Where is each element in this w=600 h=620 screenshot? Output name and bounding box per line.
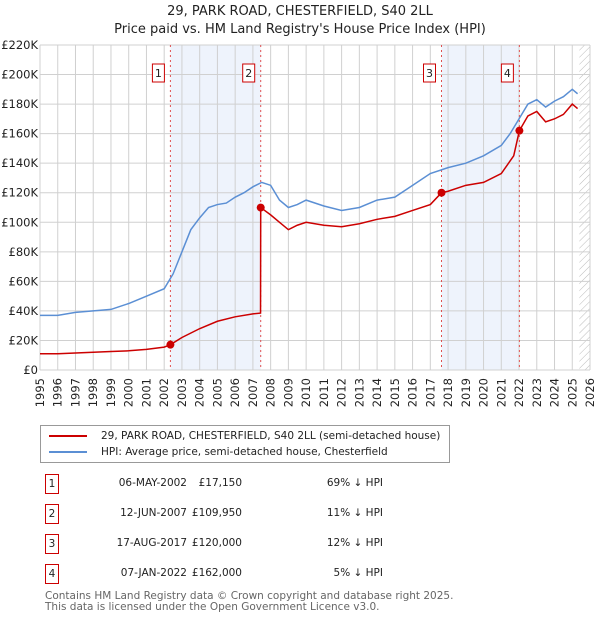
x-tick-label: 1995 (33, 378, 47, 407)
x-tick-label: 2021 (494, 378, 508, 407)
x-tick-label: 2004 (193, 378, 207, 407)
x-tick-label: 2017 (423, 378, 437, 407)
x-tick-label: 1999 (104, 378, 118, 407)
table-row: 2 12-JUN-2007 £109,950 11% ↓ HPI (45, 504, 405, 524)
x-tick-label: 2011 (317, 378, 331, 407)
x-tick-label: 2008 (264, 378, 278, 407)
x-tick-label: 2023 (530, 378, 544, 407)
x-tick-label: 2003 (175, 378, 189, 407)
sale-label: 2 (245, 67, 252, 80)
sale-label: 1 (155, 67, 162, 80)
x-tick-label: 2006 (228, 378, 242, 407)
y-tick-label: £160K (1, 127, 38, 141)
chart-title: 29, PARK ROAD, CHESTERFIELD, S40 2LL (167, 4, 433, 19)
y-tick-label: £100K (1, 215, 38, 229)
x-tick-label: 2013 (352, 378, 366, 407)
x-tick-label: 2025 (565, 378, 579, 407)
sale-date: 17-AUG-2017 (116, 537, 187, 549)
sale-date: 12-JUN-2007 (120, 507, 187, 519)
y-tick-label: £180K (1, 97, 38, 111)
y-tick-label: £0 (23, 363, 38, 377)
table-row: 4 07-JAN-2022 £162,000 5% ↓ HPI (45, 564, 405, 584)
y-tick-label: £220K (1, 38, 38, 52)
sale-date: 07-JAN-2022 (120, 567, 187, 579)
x-tick-label: 1996 (51, 378, 65, 407)
x-tick-label: 2007 (246, 378, 260, 407)
sale-number-badge: 2 (45, 504, 59, 524)
price-chart: 1995 1996 1997 1998 1999 2000 2001 2002 2003 2004… (1, 38, 597, 407)
sale-hpi-diff: 5% ↓ HPI (333, 567, 383, 579)
x-tick-label: 2026 (583, 378, 597, 407)
hpi-line (40, 88, 579, 317)
x-tick-label: 2002 (157, 378, 171, 407)
sale-price: £17,150 (198, 477, 242, 489)
y-tick-label: £20K (9, 333, 39, 347)
x-tick-label: 2012 (335, 378, 349, 407)
y-tick-label: £200K (1, 68, 38, 82)
x-tick-label: 2000 (122, 378, 136, 407)
x-tick-label: 1998 (86, 378, 100, 407)
sale-label: 4 (504, 67, 511, 80)
table-row: 1 06-MAY-2002 £17,150 69% ↓ HPI (45, 474, 405, 494)
shaded-period (170, 45, 261, 370)
x-tick-label: 2018 (441, 378, 455, 407)
sale-price: £109,950 (191, 507, 242, 519)
x-tick-label: 2001 (139, 378, 153, 407)
x-tick-label: 2024 (548, 378, 562, 407)
sale-label-box (500, 63, 514, 83)
x-tick-label: 2005 (210, 378, 224, 407)
shaded-period (441, 45, 520, 370)
sale-number-badge: 3 (45, 534, 59, 554)
x-tick-label: 2010 (299, 378, 313, 407)
x-tick-label: 2014 (370, 378, 384, 407)
sale-date: 06-MAY-2002 (118, 477, 187, 489)
sale-point (515, 126, 524, 135)
legend-label: 29, PARK ROAD, CHESTERFIELD, S40 2LL (se… (101, 430, 441, 442)
y-tick-label: £40K (9, 304, 39, 318)
x-tick-label: 2015 (388, 378, 402, 407)
x-tick-label: 2019 (459, 378, 473, 407)
chart-subtitle: Price paid vs. HM Land Registry's House … (114, 22, 486, 37)
y-tick-label: £80K (9, 245, 39, 259)
footer: Contains HM Land Registry data © Crown c… (45, 591, 453, 613)
x-tick-label: 1997 (68, 378, 82, 407)
table-row: 3 17-AUG-2017 £120,000 12% ↓ HPI (45, 534, 405, 554)
sale-point (437, 188, 446, 197)
y-tick-label: £140K (1, 156, 38, 170)
sale-number-badge: 1 (45, 474, 59, 494)
legend: 29, PARK ROAD, CHESTERFIELD, S40 2LL (se… (40, 425, 450, 463)
sale-label-box (423, 63, 436, 83)
sale-label-box (151, 63, 165, 83)
sale-price: £120,000 (191, 537, 242, 549)
legend-item-property: 29, PARK ROAD, CHESTERFIELD, S40 2LL (se… (49, 430, 440, 442)
legend-line-red (49, 435, 87, 437)
legend-label: HPI: Average price, semi-detached house,… (101, 446, 388, 458)
x-tick-label: 2020 (477, 378, 491, 407)
legend-item-hpi: HPI: Average price, semi-detached house,… (49, 446, 388, 458)
forecast-hatch (579, 45, 590, 370)
sale-label: 3 (426, 67, 433, 80)
x-tick-label: 2022 (512, 378, 526, 407)
legend-line-blue (49, 451, 87, 453)
sale-label-box (242, 63, 256, 83)
licence-text: This data is licensed under the Open Gov… (45, 601, 380, 613)
sale-point (166, 340, 175, 349)
sale-number-badge: 4 (45, 564, 59, 584)
sale-point (256, 203, 265, 212)
x-tick-label: 2009 (281, 378, 295, 407)
y-tick-label: £60K (9, 274, 39, 288)
sale-price: £162,000 (191, 567, 242, 579)
sale-hpi-diff: 12% ↓ HPI (326, 537, 383, 549)
sale-hpi-diff: 69% ↓ HPI (326, 477, 383, 489)
y-tick-label: £120K (1, 186, 38, 200)
sale-hpi-diff: 11% ↓ HPI (326, 507, 383, 519)
x-tick-label: 2016 (406, 378, 420, 407)
copyright-text: Contains HM Land Registry data © Crown c… (45, 590, 454, 602)
